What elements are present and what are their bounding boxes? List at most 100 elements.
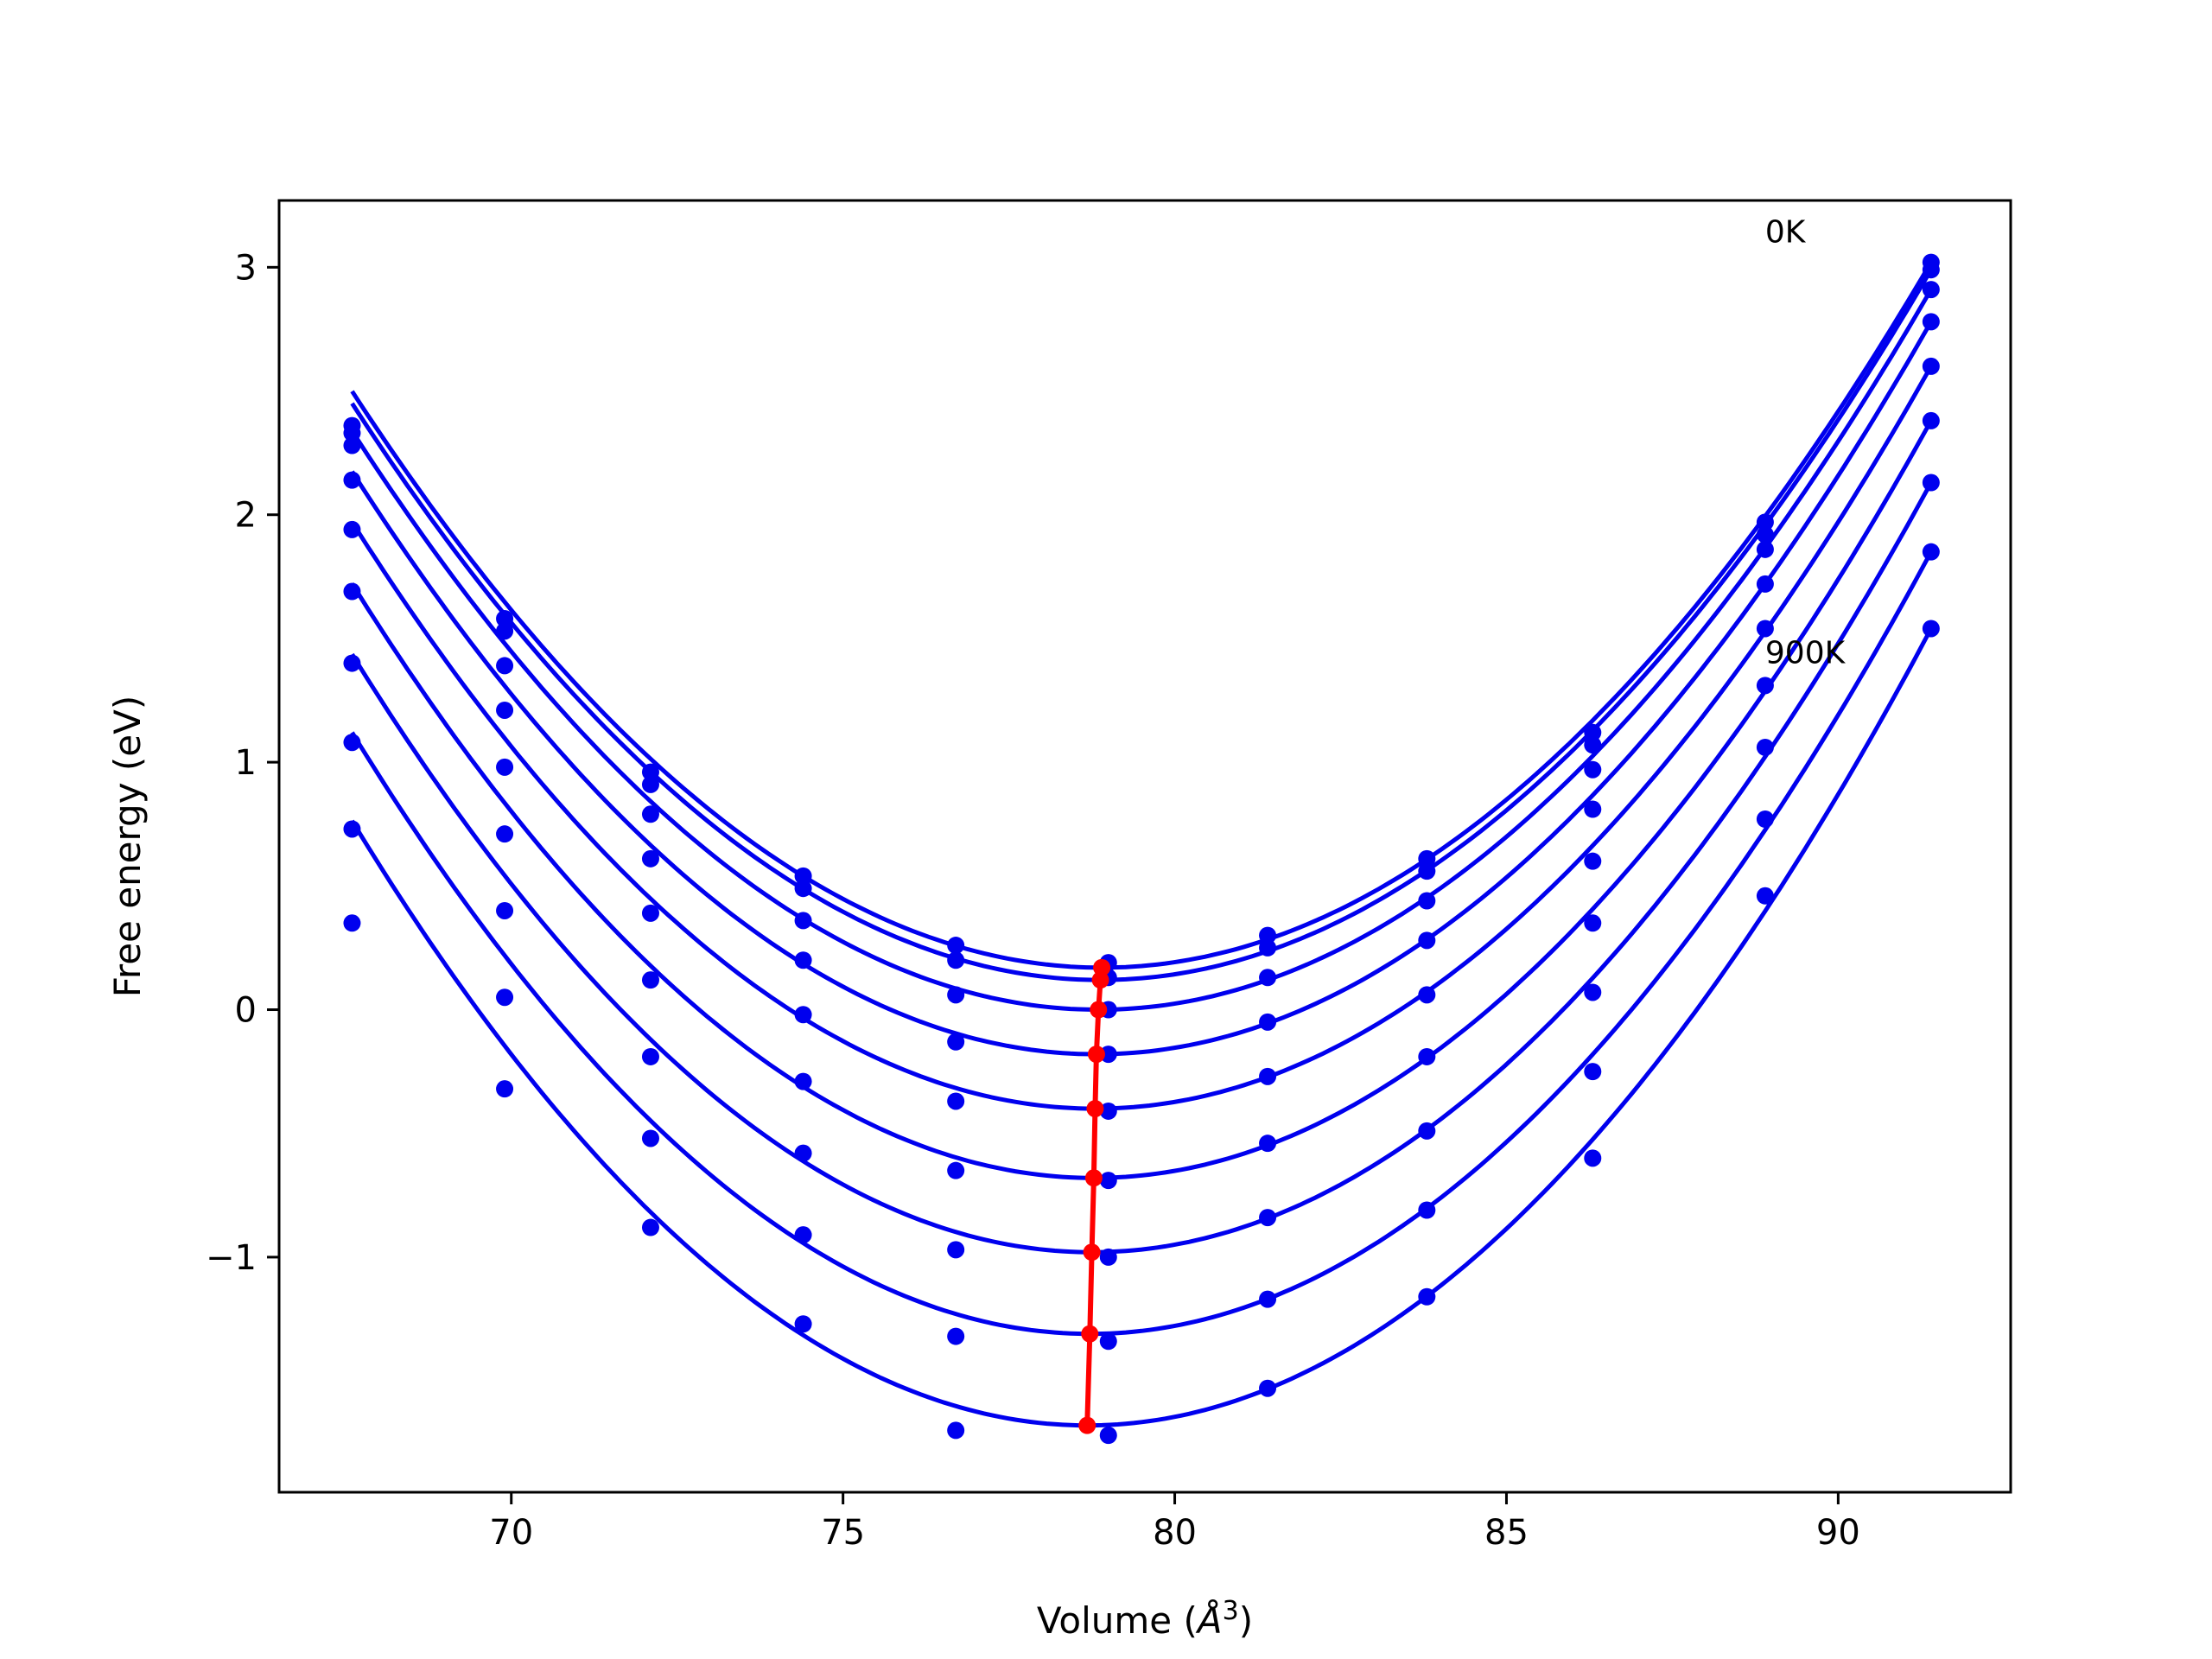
data-point (794, 880, 812, 898)
data-point (1259, 938, 1277, 957)
data-point (1756, 810, 1774, 828)
annotation-label: 900K (1765, 636, 1847, 671)
minimum-line (1084, 967, 1105, 1426)
annotation-label: 0K (1765, 215, 1807, 251)
data-point (1418, 849, 1436, 868)
minimum-point (1081, 1325, 1099, 1343)
data-point (496, 1080, 514, 1098)
data-point (947, 1421, 965, 1440)
data-point (1418, 1287, 1436, 1306)
minimum-point (1090, 1001, 1108, 1019)
data-point (794, 1226, 812, 1244)
data-point (496, 610, 514, 628)
data-point (1584, 723, 1602, 741)
minimum-points (1078, 958, 1111, 1434)
data-point (1099, 1102, 1117, 1120)
data-point (947, 951, 965, 969)
data-point (1584, 983, 1602, 1001)
minimum-point (1078, 1416, 1096, 1434)
data-point (496, 758, 514, 776)
data-point (641, 1218, 659, 1236)
data-point (641, 763, 659, 781)
data-point (1584, 914, 1602, 932)
data-point (1584, 852, 1602, 870)
plot-frame (277, 199, 2012, 1494)
data-point (1922, 620, 1940, 638)
data-point (641, 971, 659, 989)
data-point (1259, 1135, 1277, 1153)
minimum-point (1091, 971, 1109, 989)
data-point (641, 849, 659, 868)
data-point (1418, 892, 1436, 910)
data-point (641, 1047, 659, 1065)
y-tick-label: 1 (235, 743, 257, 783)
x-axis-label: Volume (Å3) (1037, 1596, 1253, 1642)
data-point (496, 701, 514, 719)
y-tick-label: 3 (235, 248, 257, 288)
data-point (343, 424, 361, 442)
data-point (947, 1161, 965, 1179)
data-point (947, 1241, 965, 1259)
data-point (496, 622, 514, 640)
minimum-point (1084, 1169, 1103, 1187)
data-point (947, 1327, 965, 1345)
fit-curve-1 (350, 268, 1934, 982)
minimum-point (1087, 1046, 1105, 1064)
data-point (1259, 1379, 1277, 1397)
data-point (1584, 760, 1602, 779)
data-point (947, 986, 965, 1004)
data-point (1259, 926, 1277, 944)
data-point (1418, 1201, 1436, 1219)
data-point (343, 471, 361, 489)
data-point (1259, 1067, 1277, 1085)
data-point (947, 1033, 965, 1051)
data-point (1099, 1172, 1117, 1190)
x-axis-ticks: 70 75 80 85 90 (489, 1492, 1860, 1553)
data-point (794, 912, 812, 930)
data-point (794, 951, 812, 969)
x-tick-label: 90 (1816, 1513, 1860, 1553)
fit-curve-5 (350, 419, 1934, 1180)
x-tick-label: 80 (1153, 1513, 1197, 1553)
data-point (947, 937, 965, 955)
data-point (343, 914, 361, 932)
data-point (1259, 1209, 1277, 1227)
data-point (641, 775, 659, 793)
fit-curve-4 (350, 365, 1934, 1111)
minimum-point (1086, 1100, 1104, 1118)
data-point (1259, 1290, 1277, 1308)
data-point (1584, 736, 1602, 754)
data-point (496, 825, 514, 843)
data-point (1584, 1149, 1602, 1167)
fit-curve-8 (350, 627, 1934, 1428)
data-point (1756, 575, 1774, 593)
data-point (794, 1006, 812, 1024)
data-point (1756, 677, 1774, 695)
data-point (1418, 931, 1436, 950)
data-point (1922, 357, 1940, 375)
data-point (496, 901, 514, 919)
data-point (343, 820, 361, 838)
data-point (794, 1144, 812, 1162)
fit-curve-3 (350, 321, 1934, 1057)
y-tick-label: 2 (235, 496, 257, 536)
data-point (1099, 1248, 1117, 1266)
data-point (641, 805, 659, 823)
data-point (343, 520, 361, 538)
data-point (1922, 411, 1940, 429)
data-point (1922, 261, 1940, 279)
data-point (1259, 1013, 1277, 1031)
annotations: 0K 900K (1765, 215, 1847, 671)
data-point (947, 1092, 965, 1110)
y-axis-label: Free energy (eV) (106, 696, 149, 998)
data-point (794, 1072, 812, 1090)
data-point (1259, 969, 1277, 987)
data-point (1756, 887, 1774, 905)
minimum-energy-line (1084, 967, 1105, 1426)
data-point (343, 582, 361, 601)
data-point (1418, 862, 1436, 880)
data-point (1756, 540, 1774, 558)
data-point (343, 436, 361, 454)
data-point (1099, 1332, 1117, 1351)
